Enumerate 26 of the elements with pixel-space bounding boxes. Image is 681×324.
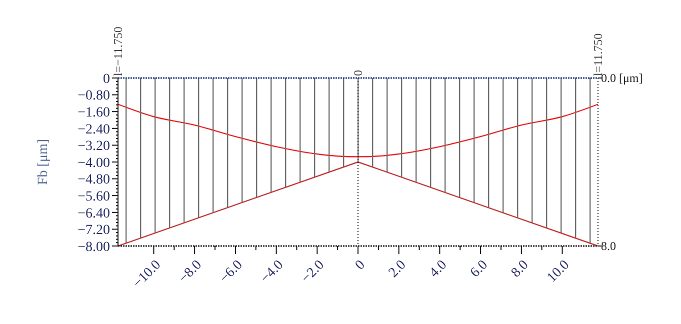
y-tick-label: −8.00 [78, 240, 110, 255]
x-tick-label: 8.0 [508, 258, 532, 281]
y-tick-label: −4.80 [78, 172, 110, 188]
x-tick-label: −8.0 [176, 258, 205, 286]
y-tick-label: −5.60 [78, 190, 110, 204]
x-tick-label: 2.0 [386, 258, 410, 281]
y-tick-label: −2.40 [78, 122, 110, 138]
x-tick-label: 0 [352, 258, 368, 274]
y-tick-label: 0 [103, 72, 110, 87]
x-tick-label: −6.0 [217, 258, 246, 286]
y-axis-title: Fb [μm] [36, 138, 51, 186]
x-tick-label: 10.0 [544, 258, 573, 286]
y-tick-label: −3.20 [78, 139, 110, 154]
x2-tick-label: l=−11.750 [111, 26, 126, 76]
y-tick-label: −1.60 [78, 106, 110, 120]
x2-tick-label: 0 [351, 70, 366, 76]
x-tick-label: −4.0 [258, 258, 287, 286]
y-tick-label: −0.80 [78, 88, 110, 104]
y-tick-label: −4.00 [78, 156, 110, 171]
x-tick-label: −2.0 [298, 258, 328, 286]
y2-tick-label: 8.0 [601, 239, 616, 254]
y2-tick-label: 0.0 [μm] [601, 71, 643, 86]
y-tick-label: −6.40 [78, 206, 110, 222]
x-tick-label: 6.0 [468, 258, 491, 281]
y-tick-label: −7.20 [78, 223, 110, 238]
x-tick-label: 4.0 [427, 258, 450, 281]
